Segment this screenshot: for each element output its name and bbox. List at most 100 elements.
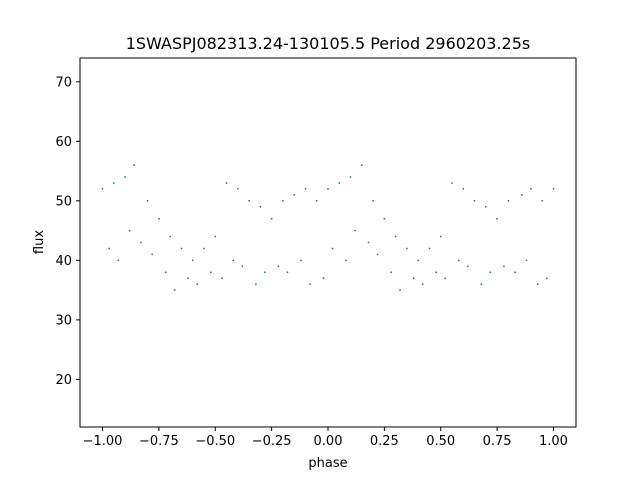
y-tick-label: 70 <box>55 75 72 90</box>
data-point <box>232 259 235 262</box>
y-tick-label: 30 <box>55 313 72 328</box>
data-point <box>552 188 555 190</box>
data-points <box>101 164 555 291</box>
data-point <box>327 188 329 190</box>
data-point <box>457 259 460 262</box>
data-point <box>428 247 431 250</box>
data-point <box>158 217 160 220</box>
data-point <box>383 217 386 220</box>
data-point <box>444 277 447 280</box>
data-point <box>399 289 401 291</box>
data-point <box>435 271 438 274</box>
data-point <box>525 259 528 262</box>
data-point <box>264 271 266 274</box>
y-tick-label: 40 <box>55 254 72 269</box>
data-point <box>349 176 352 178</box>
data-point <box>530 188 532 190</box>
x-tick-label: 0.75 <box>483 434 512 449</box>
data-point <box>140 241 142 244</box>
chart-title: 1SWASPJ082313.24-130105.5 Period 2960203… <box>126 34 531 53</box>
y-tick-label: 20 <box>55 373 72 388</box>
data-point <box>390 271 392 274</box>
data-point <box>521 194 523 196</box>
data-point <box>372 199 374 202</box>
data-point <box>203 247 205 250</box>
x-tick-label: 0.25 <box>370 434 399 449</box>
data-point <box>270 217 273 220</box>
x-axis-ticks: −1.00 −0.75 −0.50 −0.25 0.00 0.25 0.50 0.75 1.00 <box>83 427 568 449</box>
x-tick-label: −0.75 <box>139 434 179 449</box>
data-point <box>248 199 251 202</box>
data-point <box>462 188 465 190</box>
data-point <box>412 277 415 280</box>
data-point <box>108 247 111 250</box>
x-axis-label: phase <box>308 456 347 471</box>
data-point <box>304 188 307 190</box>
data-point <box>259 205 262 208</box>
data-point <box>417 259 420 262</box>
data-point <box>196 283 199 286</box>
data-point <box>360 164 363 167</box>
data-point <box>151 253 154 256</box>
data-point <box>128 229 131 232</box>
plot-frame <box>79 57 577 428</box>
data-point <box>277 265 280 268</box>
data-point <box>507 199 510 202</box>
data-point <box>309 283 311 286</box>
data-point <box>394 235 397 238</box>
data-point <box>117 259 120 262</box>
data-point <box>489 271 492 274</box>
data-point <box>225 182 228 184</box>
y-axis-label: flux <box>32 230 47 254</box>
data-point <box>473 199 476 202</box>
data-point <box>354 229 356 232</box>
data-point <box>484 205 487 208</box>
x-tick-label: −1.00 <box>83 434 123 449</box>
data-point <box>496 217 498 220</box>
x-tick-label: −0.25 <box>252 434 292 449</box>
data-point <box>300 259 302 262</box>
data-point <box>536 283 539 286</box>
data-point <box>214 235 217 238</box>
x-tick-label: 0.50 <box>426 434 455 449</box>
data-point <box>338 182 341 184</box>
data-point <box>255 283 257 286</box>
data-point <box>112 182 115 184</box>
data-point <box>480 283 483 286</box>
y-tick-label: 50 <box>55 194 72 209</box>
data-point <box>124 176 126 178</box>
data-point <box>315 199 318 202</box>
y-tick-label: 60 <box>55 135 72 150</box>
data-point <box>236 188 239 190</box>
data-point <box>421 283 424 286</box>
data-point <box>133 164 136 167</box>
data-point <box>209 271 212 274</box>
y-axis-ticks: 20 30 40 50 60 70 <box>55 75 80 388</box>
x-tick-label: 0.00 <box>314 434 343 449</box>
data-point <box>191 259 194 262</box>
data-point <box>466 265 469 268</box>
data-point <box>545 277 548 280</box>
data-point <box>221 277 223 280</box>
data-point <box>503 265 505 268</box>
data-point <box>293 194 296 196</box>
data-point <box>345 259 347 262</box>
data-point <box>451 182 453 184</box>
data-point <box>367 241 370 244</box>
data-point <box>514 271 516 274</box>
data-point <box>439 235 442 238</box>
data-point <box>322 277 325 280</box>
x-tick-label: −0.50 <box>195 434 235 449</box>
data-point <box>173 289 176 291</box>
x-tick-label: 1.00 <box>539 434 568 449</box>
data-point <box>169 235 172 238</box>
data-point <box>541 199 544 202</box>
data-point <box>180 247 183 250</box>
data-point <box>146 199 149 202</box>
data-point <box>241 265 244 268</box>
data-point <box>282 199 284 202</box>
data-point <box>101 188 104 190</box>
data-point <box>406 247 408 250</box>
data-point <box>164 271 167 274</box>
data-point <box>187 277 190 280</box>
